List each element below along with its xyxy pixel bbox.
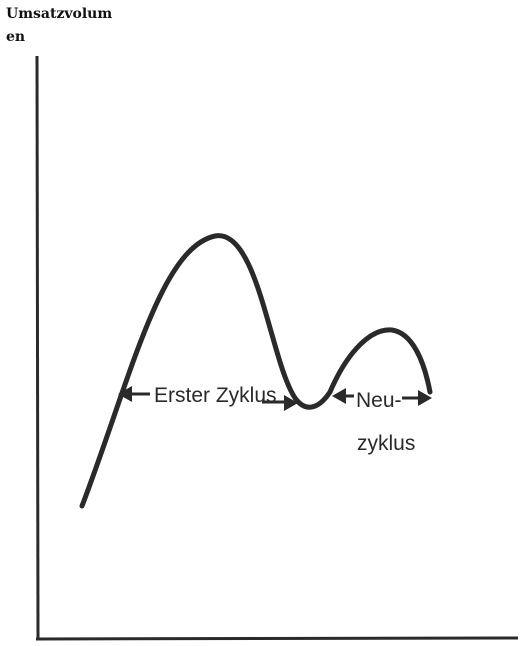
first-cycle-arrowhead-right xyxy=(284,395,298,411)
y-axis-label: Umsatzvolumen xyxy=(6,6,113,45)
first-cycle-label: Erster Zyklus xyxy=(154,384,277,407)
renewal-cycle-label-line2: zyklus xyxy=(357,432,415,455)
renewal-cycle-arrowhead-right xyxy=(418,390,432,406)
sales-curve xyxy=(79,233,433,509)
y-axis xyxy=(35,55,40,641)
x-axis xyxy=(35,636,519,641)
renewal-cycle-label-line1: Neu- xyxy=(356,389,402,412)
first-cycle-arrowhead-left xyxy=(118,386,132,402)
